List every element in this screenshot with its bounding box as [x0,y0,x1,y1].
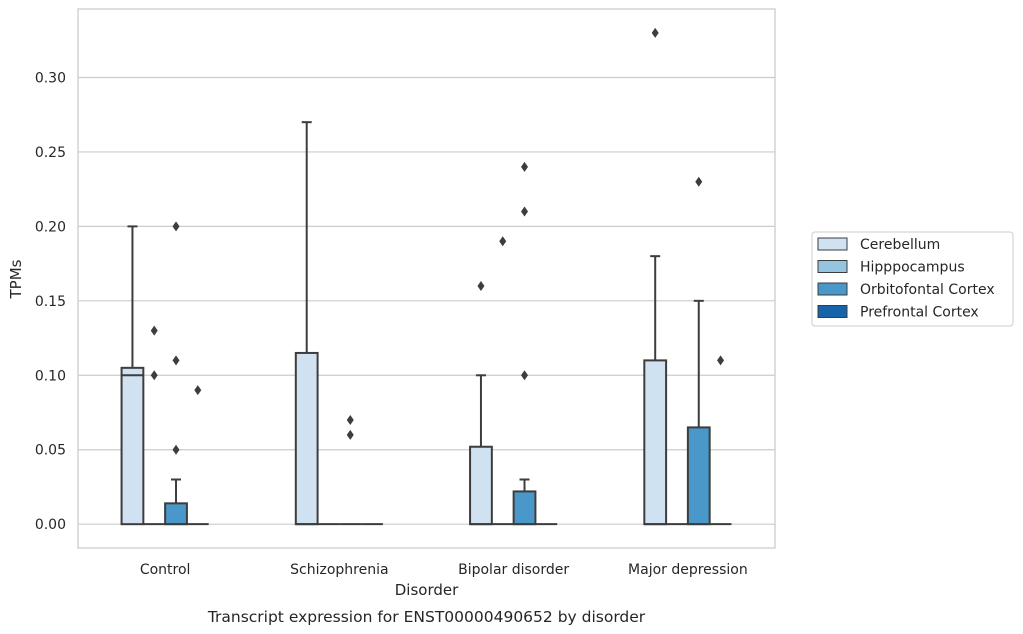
legend-swatch [817,305,848,318]
y-tick-label: 0.00 [35,517,66,533]
boxes [120,27,732,526]
box-group [143,325,166,526]
outlier-point [717,355,725,366]
y-tick-label: 0.10 [35,368,66,384]
box-group [709,355,732,526]
outlier-point [521,206,529,217]
y-axis-label: TPMs [7,259,25,299]
outlier-point [651,27,659,38]
y-tick-label: 0.30 [35,70,66,86]
outlier-point [172,221,180,232]
x-tick-label: Bipolar disorder [458,562,569,578]
outlier-point [150,325,158,336]
x-tick-label: Schizophrenia [290,562,388,578]
legend-label: Cerebellum [860,237,940,253]
legend-label: Prefrontal Cortex [860,305,979,321]
box [469,445,493,526]
outlier-point [521,370,529,381]
legend-swatch [817,237,848,251]
box-group [686,176,711,526]
box-group [164,221,188,526]
outlier-point [346,429,354,440]
x-tick-labels: Control Schizophrenia Bipolar disorder Majo… [140,562,748,578]
chart-caption: Transcript expression for ENST0000049065… [207,608,646,626]
box-group [294,121,319,526]
y-tick-label: 0.25 [35,145,66,161]
legend-label: Orbitofontal Cortex [860,282,995,298]
box-group [120,225,145,526]
box-group [491,236,514,526]
outlier-point [172,444,180,455]
legend-swatch [817,282,848,296]
x-axis-label: Disorder [395,581,459,599]
box-group [339,414,362,526]
plot-area-background [78,9,775,548]
box-group [186,385,209,526]
outlier-point [695,176,703,187]
box-group [469,280,493,526]
outlier-point [172,355,180,366]
plot-frame [77,8,776,549]
legend-box [811,231,1014,327]
outlier-point [499,236,507,247]
outlier-point [521,161,529,172]
y-tick-label: 0.05 [35,443,66,459]
box [294,351,319,526]
box-group [512,161,537,526]
outlier-point [346,414,354,425]
y-tick-label: 0.15 [35,294,66,310]
box [120,366,145,526]
outlier-point [477,280,485,291]
y-tick-labels: 0.00 0.05 0.10 0.15 0.20 0.25 0.30 [35,70,66,533]
box [164,502,188,526]
box [643,359,668,526]
outlier-point [150,370,158,381]
x-tick-label: Control [140,562,191,578]
legend-swatch [817,260,848,273]
gridlines [78,76,775,525]
outlier-point [194,385,202,396]
y-tick-label: 0.20 [35,219,66,235]
legend-label: Hipppocampus [860,260,965,276]
box-group [643,27,668,526]
box [686,426,711,526]
box [512,490,537,526]
x-tick-label: Major depression [628,562,748,578]
legend: Cerebellum Hipppocampus Orbitofontal Corte… [811,231,1014,327]
